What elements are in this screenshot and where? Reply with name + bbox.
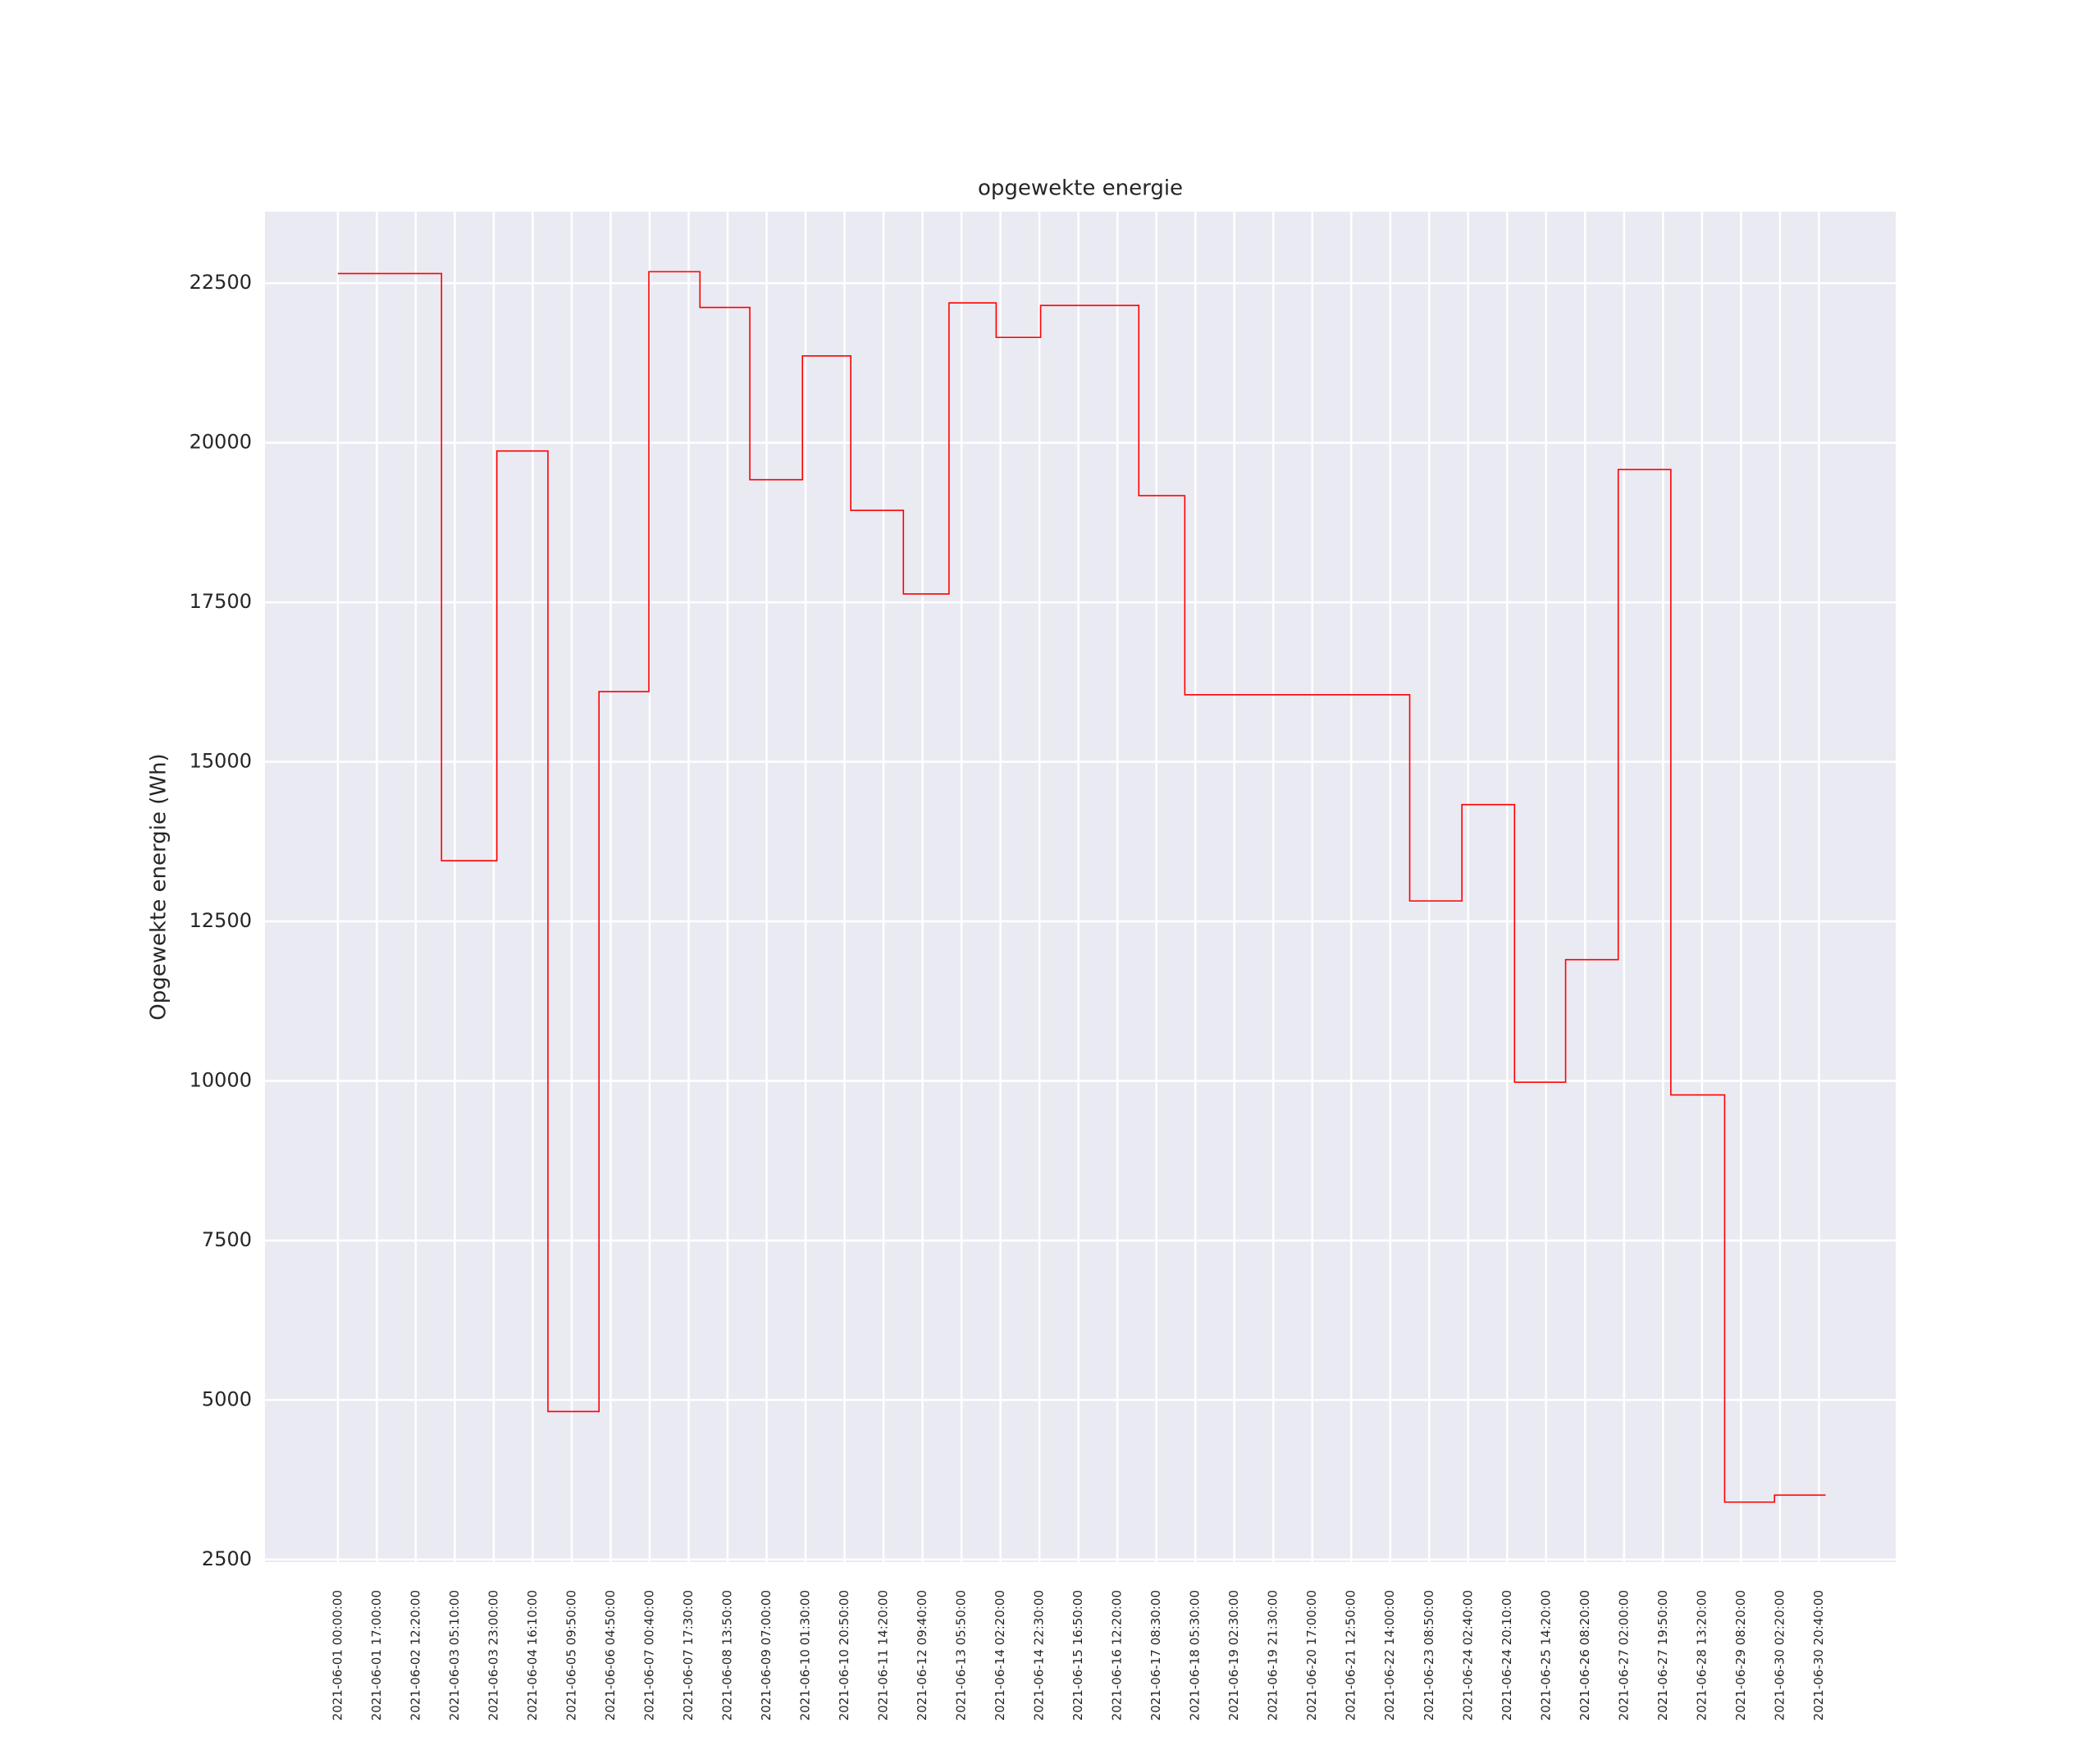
x-tick-label: 2021-06-11 14:20:00 (876, 1590, 891, 1720)
x-tick-label: 2021-06-27 02:00:00 (1616, 1590, 1631, 1720)
y-tick-label: 7500 (202, 1228, 252, 1251)
x-tick-label: 2021-06-06 04:50:00 (603, 1590, 618, 1720)
y-tick-label: 2500 (202, 1547, 252, 1570)
data-line (337, 271, 1826, 1503)
x-tick-label: 2021-06-14 22:30:00 (1032, 1590, 1047, 1720)
x-tick-label: 2021-06-17 08:30:00 (1148, 1590, 1163, 1720)
x-tick-label: 2021-06-01 17:00:00 (369, 1590, 384, 1720)
x-tick-label: 2021-06-19 02:30:00 (1226, 1590, 1241, 1720)
y-axis-label: Opgewekte energie (Wh) (147, 753, 171, 1020)
y-tick-label: 17500 (189, 590, 252, 613)
x-tick-label: 2021-06-15 16:50:00 (1071, 1590, 1085, 1720)
x-tick-label: 2021-06-18 05:30:00 (1188, 1590, 1203, 1720)
x-tick-label: 2021-06-24 20:10:00 (1500, 1590, 1514, 1720)
y-tick-label: 10000 (189, 1068, 252, 1091)
x-tick-label: 2021-06-04 16:10:00 (525, 1590, 540, 1720)
y-tick-label: 5000 (202, 1387, 252, 1410)
x-tick-label: 2021-06-13 05:50:00 (954, 1590, 969, 1720)
x-tick-label: 2021-06-21 12:50:00 (1344, 1590, 1358, 1720)
y-tick-label: 20000 (189, 431, 252, 454)
x-tick-label: 2021-06-14 02:20:00 (993, 1590, 1007, 1720)
x-tick-label: 2021-06-30 02:20:00 (1772, 1590, 1787, 1720)
x-tick-label: 2021-06-16 12:20:00 (1110, 1590, 1125, 1720)
x-tick-label: 2021-06-29 08:20:00 (1733, 1590, 1748, 1720)
x-tick-label: 2021-06-09 07:00:00 (759, 1590, 774, 1720)
x-tick-label: 2021-06-25 14:20:00 (1538, 1590, 1553, 1720)
x-tick-label: 2021-06-02 12:20:00 (408, 1590, 422, 1720)
x-tick-label: 2021-06-10 20:50:00 (837, 1590, 851, 1720)
x-tick-label: 2021-06-28 13:20:00 (1694, 1590, 1709, 1720)
y-tick-label: 22500 (189, 271, 252, 294)
x-tick-label: 2021-06-03 23:00:00 (486, 1590, 500, 1720)
x-tick-label: 2021-06-27 19:50:00 (1655, 1590, 1670, 1720)
x-tick-label: 2021-06-30 20:40:00 (1811, 1590, 1826, 1720)
y-tick-label: 12500 (189, 909, 252, 932)
x-tick-label: 2021-06-03 05:10:00 (447, 1590, 462, 1720)
x-tick-label: 2021-06-12 09:40:00 (915, 1590, 929, 1720)
chart-title: opgewekte energie (978, 176, 1183, 201)
x-tick-label: 2021-06-10 01:30:00 (798, 1590, 813, 1720)
x-tick-label: 2021-06-19 21:30:00 (1266, 1590, 1281, 1720)
x-tick-label: 2021-06-07 17:30:00 (681, 1590, 696, 1720)
x-tick-label: 2021-06-20 17:00:00 (1304, 1590, 1319, 1720)
x-tick-label: 2021-06-05 09:50:00 (564, 1590, 578, 1720)
x-tick-label: 2021-06-23 08:50:00 (1422, 1590, 1436, 1720)
x-tick-label: 2021-06-07 00:40:00 (641, 1590, 656, 1720)
x-tick-label: 2021-06-08 13:50:00 (719, 1590, 734, 1720)
x-tick-label: 2021-06-22 14:00:00 (1382, 1590, 1397, 1720)
x-tick-label: 2021-06-01 00:00:00 (330, 1590, 345, 1720)
y-tick-label: 15000 (189, 750, 252, 773)
x-tick-label: 2021-06-26 08:20:00 (1577, 1590, 1592, 1720)
plot-area (265, 212, 1896, 1562)
x-tick-label: 2021-06-24 02:40:00 (1460, 1590, 1475, 1720)
